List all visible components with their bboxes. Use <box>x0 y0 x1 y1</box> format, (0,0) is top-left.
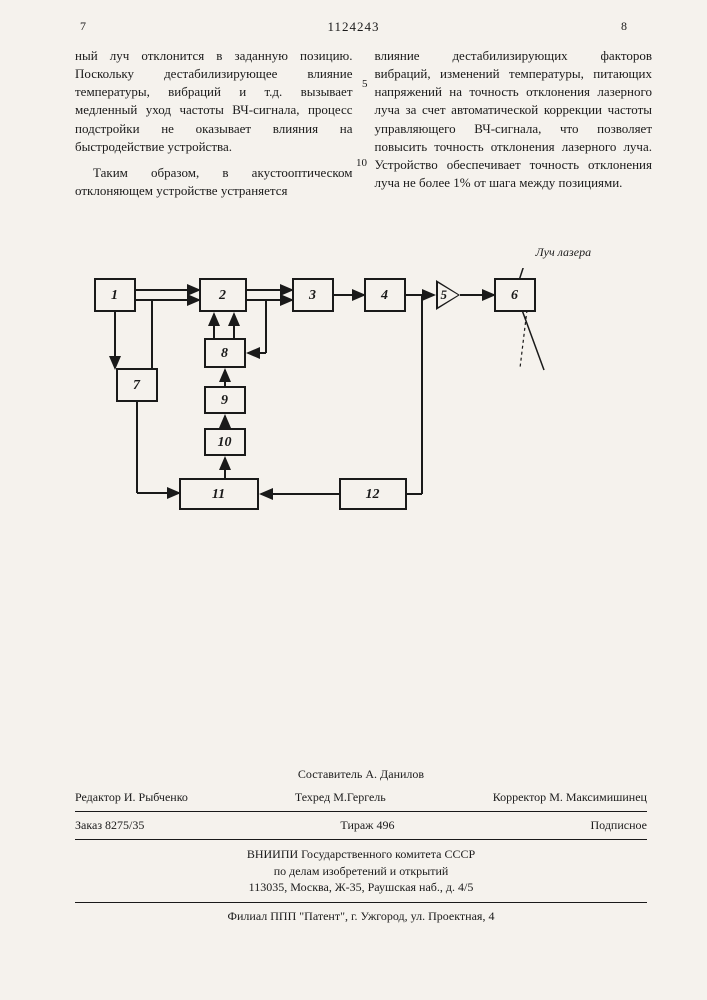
subscription: Подписное <box>591 817 648 834</box>
corrector-credit: Корректор М. Максимишинец <box>493 789 647 806</box>
block-9: 9 <box>204 386 246 414</box>
laser-beam-label: Луч лазера <box>536 244 592 261</box>
publisher-line: ВНИИПИ Государственного комитета СССР <box>75 846 647 863</box>
horizontal-rule <box>75 839 647 840</box>
column-right: влияние дестабилизирующих факторов вибра… <box>375 47 653 209</box>
order-row: Заказ 8275/35 Тираж 496 Подписное <box>75 814 647 837</box>
branch-line: Филиал ППП "Патент", г. Ужгород, ул. Про… <box>75 905 647 925</box>
order-number: Заказ 8275/35 <box>75 817 144 834</box>
block-1: 1 <box>94 278 136 312</box>
block-7: 7 <box>116 368 158 402</box>
block-3: 3 <box>292 278 334 312</box>
block-11: 11 <box>179 478 259 510</box>
page-number-left: 7 <box>80 18 86 35</box>
document-number: 1124243 <box>327 18 379 36</box>
block-6: 6 <box>494 278 536 312</box>
publisher-block: ВНИИПИ Государственного комитета СССР по… <box>75 842 647 900</box>
footer-block: Составитель А. Данилов Редактор И. Рыбче… <box>75 766 647 925</box>
block-5-label: 5 <box>441 286 448 304</box>
page-number-right: 8 <box>621 18 627 35</box>
print-run: Тираж 496 <box>340 817 394 834</box>
page: 7 8 1124243 5 10 ный луч отклонится в за… <box>0 0 707 1000</box>
paragraph: ный луч отклонится в заданную пози­цию. … <box>75 47 353 156</box>
composer-credit: Составитель А. Данилов <box>75 766 647 786</box>
horizontal-rule <box>75 811 647 812</box>
line-marker-5: 5 <box>362 77 368 92</box>
block-10: 10 <box>204 428 246 456</box>
block-4: 4 <box>364 278 406 312</box>
block-2: 2 <box>199 278 247 312</box>
publisher-line: по делам изобретений и открытий <box>75 863 647 880</box>
text-columns: ный луч отклонится в заданную пози­цию. … <box>0 43 707 209</box>
paragraph: влияние дестабилизирующих факторов вибра… <box>375 47 653 193</box>
credits-row: Редактор И. Рыбченко Техред М.Гергель Ко… <box>75 786 647 809</box>
block-12: 12 <box>339 478 407 510</box>
block-8: 8 <box>204 338 246 368</box>
paragraph: Таким образом, в акустооптическом отклон… <box>75 164 353 200</box>
block-diagram: 1 2 3 4 5 6 7 8 9 10 11 12 Луч лазера <box>84 268 624 548</box>
line-marker-10: 10 <box>356 156 367 171</box>
editor-credit: Редактор И. Рыбченко <box>75 789 188 806</box>
horizontal-rule <box>75 902 647 903</box>
publisher-line: 113035, Москва, Ж-35, Раушская наб., д. … <box>75 879 647 896</box>
techred-credit: Техред М.Гергель <box>295 789 386 806</box>
column-left: ный луч отклонится в заданную пози­цию. … <box>75 47 353 209</box>
block-5-amplifier-icon <box>436 280 460 310</box>
